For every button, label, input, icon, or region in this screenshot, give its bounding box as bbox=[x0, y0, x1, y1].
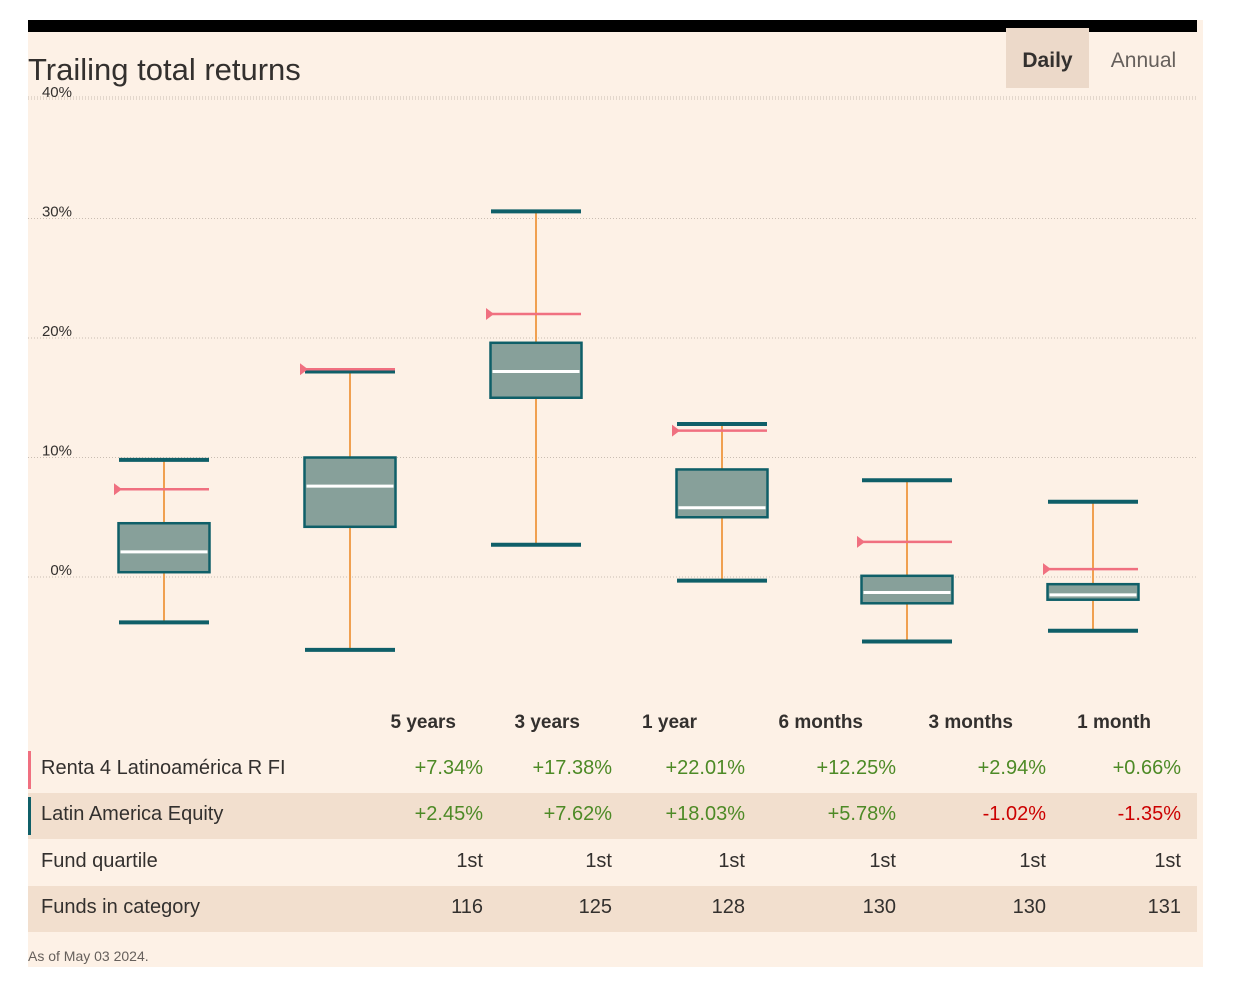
column-header: 6 months bbox=[778, 712, 863, 733]
box bbox=[675, 468, 769, 519]
table-row: Renta 4 Latinoamérica R FI +7.34% +17.38% +… bbox=[28, 747, 1197, 793]
fund-marker-arrow bbox=[486, 307, 494, 320]
table-cell: 130 bbox=[862, 896, 896, 918]
column-header: 1 month bbox=[1077, 712, 1151, 733]
boxplot-chart: 40% 30% 20% 10% 0% bbox=[28, 84, 1197, 652]
table-row: Funds in category 116 125 128 130 130 131 bbox=[28, 886, 1197, 932]
table-cell: -1.02% bbox=[982, 803, 1046, 825]
column-header: 1 year bbox=[642, 712, 697, 733]
table-cell: 130 bbox=[1012, 896, 1046, 918]
table-cell: +7.34% bbox=[414, 757, 483, 779]
column-header: 3 years bbox=[514, 712, 580, 733]
row-label: Funds in category bbox=[41, 896, 200, 918]
y-tick-label: 30% bbox=[42, 204, 72, 221]
table-cell: +18.03% bbox=[665, 803, 745, 825]
table-row: Fund quartile 1st 1st 1st 1st 1st 1st bbox=[28, 840, 1197, 886]
table-cell: 1st bbox=[869, 850, 896, 872]
fund-marker-arrow bbox=[300, 363, 308, 376]
box bbox=[117, 521, 211, 574]
tab-annual[interactable]: Annual bbox=[1110, 49, 1177, 72]
table-cell: +2.45% bbox=[414, 803, 483, 825]
row-label: Renta 4 Latinoamérica R FI bbox=[41, 757, 286, 779]
table-row: Latin America Equity +2.45% +7.62% +18.03% +… bbox=[28, 793, 1197, 839]
fund-marker-arrow bbox=[672, 424, 680, 437]
fund-marker-arrow bbox=[114, 483, 122, 496]
fund-marker-arrow bbox=[1043, 563, 1051, 576]
fund-marker-arrow bbox=[857, 535, 865, 548]
table-cell: 1st bbox=[456, 850, 483, 872]
table-cell: 131 bbox=[1147, 896, 1181, 918]
y-tick-label: 20% bbox=[42, 323, 72, 340]
table-cell: 116 bbox=[451, 896, 483, 918]
column-header: 5 years bbox=[390, 712, 456, 733]
top-rule bbox=[28, 20, 1197, 32]
table-cell: +22.01% bbox=[665, 757, 745, 779]
y-tick-label: 0% bbox=[50, 562, 72, 579]
table-cell: 1st bbox=[1154, 850, 1181, 872]
page-title: Trailing total returns bbox=[28, 52, 301, 87]
table-cell: +0.66% bbox=[1112, 757, 1181, 779]
row-label: Latin America Equity bbox=[41, 803, 224, 825]
table-cell: +17.38% bbox=[532, 757, 612, 779]
row-label: Fund quartile bbox=[41, 850, 158, 872]
table-cell: 125 bbox=[578, 896, 612, 918]
column-header: 3 months bbox=[928, 712, 1013, 733]
table-cell: +2.94% bbox=[977, 757, 1046, 779]
table-cell: 1st bbox=[718, 850, 745, 872]
box bbox=[860, 574, 954, 605]
fund-legend-marker bbox=[28, 751, 31, 789]
table-cell: 1st bbox=[585, 850, 612, 872]
table-cell: -1.35% bbox=[1117, 803, 1181, 825]
footnote: As of May 03 2024. bbox=[28, 948, 149, 964]
y-tick-label: 10% bbox=[42, 443, 72, 460]
box bbox=[1046, 582, 1140, 601]
table-cell: 1st bbox=[1019, 850, 1046, 872]
y-tick-label: 40% bbox=[42, 84, 72, 101]
table-cell: +7.62% bbox=[543, 803, 612, 825]
tab-daily[interactable]: Daily bbox=[1006, 28, 1089, 88]
table-cell: 128 bbox=[711, 896, 745, 918]
category-legend-marker bbox=[28, 797, 31, 835]
table-cell: +5.78% bbox=[827, 803, 896, 825]
box bbox=[303, 456, 397, 529]
table-cell: +12.25% bbox=[816, 757, 896, 779]
